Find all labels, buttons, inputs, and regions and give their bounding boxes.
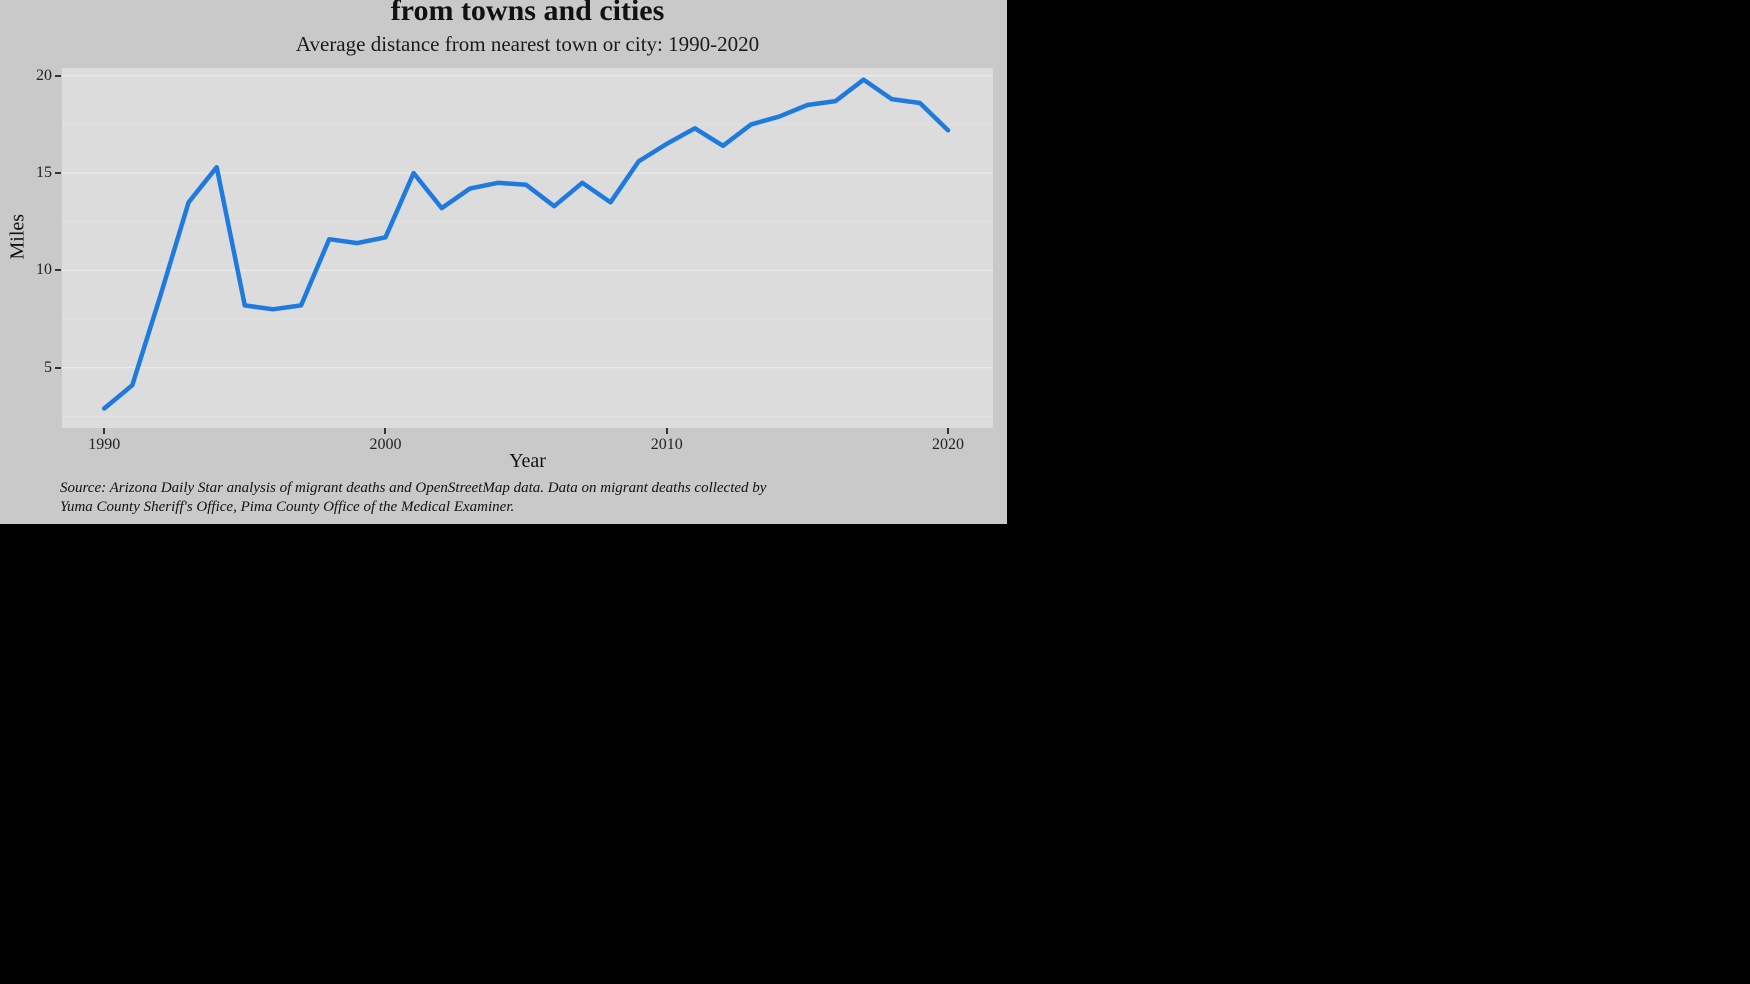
chart-figure: from towns and cities Average distance f… — [0, 0, 1007, 524]
source-caption-line2: Yuma County Sheriff's Office, Pima Count… — [60, 499, 515, 515]
x-axis-title: Year — [509, 450, 546, 472]
x-tick-mark — [103, 428, 106, 434]
x-tick-mark — [384, 428, 387, 434]
y-tick-mark — [55, 74, 61, 77]
y-tick-mark — [55, 366, 61, 369]
x-tick-label: 2020 — [931, 436, 964, 453]
data-line-series — [101, 77, 951, 411]
y-tick-mark — [55, 269, 61, 272]
source-caption: Source: Arizona Daily Star analysis of m… — [60, 479, 960, 517]
plot-panel — [62, 68, 993, 428]
y-axis-title: Miles — [6, 213, 29, 260]
plot-canvas — [62, 75, 993, 417]
y-tick-label: 15 — [36, 164, 52, 182]
x-tick-mark — [946, 428, 949, 434]
chart-title: from towns and cities — [390, 0, 665, 27]
y-tick-label: 5 — [44, 358, 52, 376]
x-tick-label: 2010 — [650, 436, 683, 453]
source-caption-line1: Source: Arizona Daily Star analysis of m… — [60, 480, 767, 496]
y-tick-label: 20 — [36, 66, 52, 84]
y-tick-mark — [55, 172, 61, 175]
chart-header: from towns and cities Average distance f… — [62, 0, 993, 58]
x-tick-label: 1990 — [88, 436, 121, 453]
y-tick-label: 10 — [36, 261, 52, 279]
x-tick-mark — [665, 428, 668, 434]
chart-subtitle: Average distance from nearest town or ci… — [295, 32, 760, 56]
x-tick-label: 2000 — [369, 436, 402, 453]
